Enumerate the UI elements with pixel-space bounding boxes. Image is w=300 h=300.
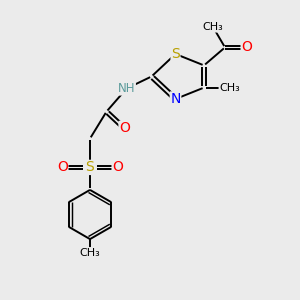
Text: S: S — [171, 47, 180, 61]
Text: O: O — [119, 122, 130, 135]
Text: O: O — [241, 40, 252, 54]
Text: CH₃: CH₃ — [80, 248, 100, 258]
Text: O: O — [112, 160, 123, 174]
Text: CH₃: CH₃ — [219, 82, 240, 93]
Text: NH: NH — [118, 82, 135, 95]
Text: S: S — [85, 160, 94, 174]
Text: N: N — [170, 92, 181, 106]
Text: O: O — [57, 160, 68, 174]
Text: CH₃: CH₃ — [202, 22, 224, 32]
